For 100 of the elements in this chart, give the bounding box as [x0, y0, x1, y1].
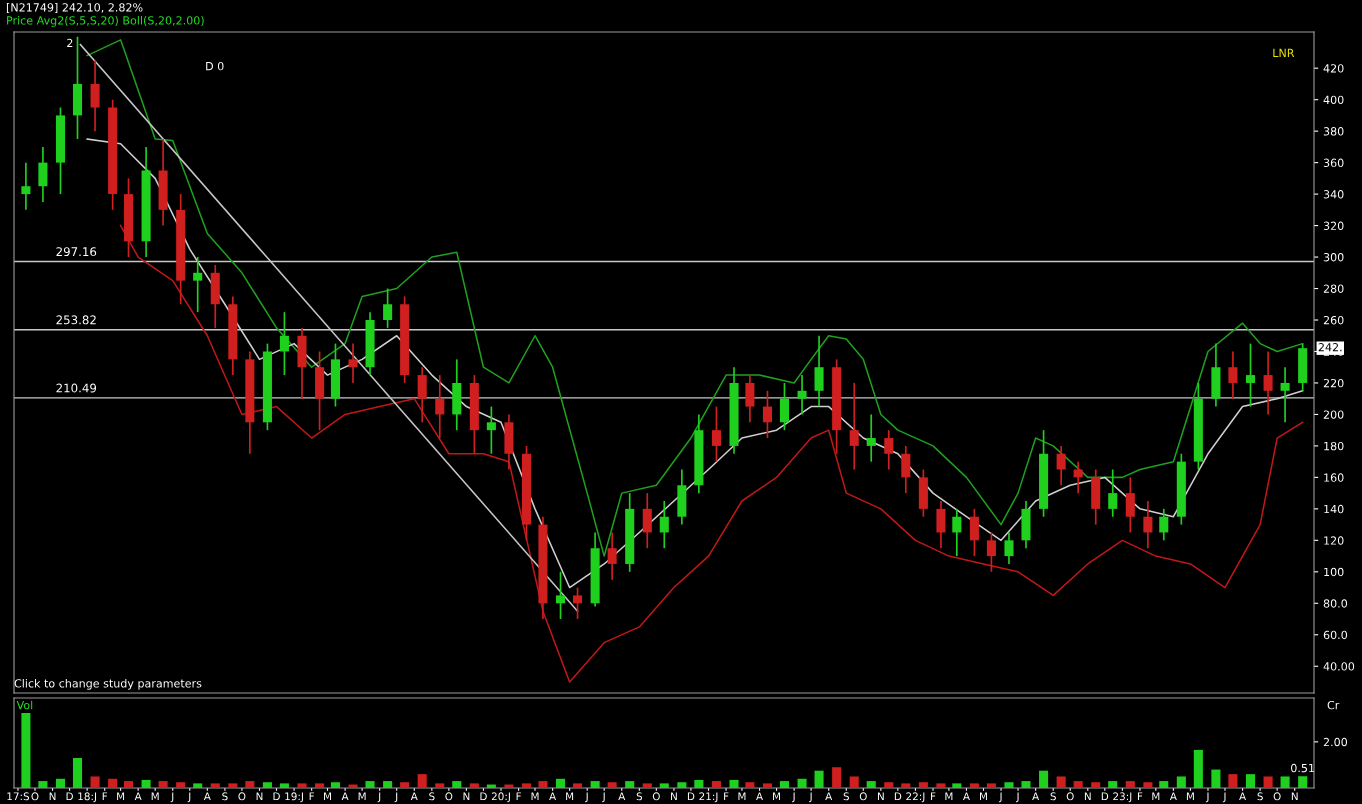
candlestick: [762, 389, 772, 439]
x-tick-label: O: [1273, 792, 1281, 801]
x-tick-label: A: [341, 792, 349, 801]
bar: [1298, 776, 1308, 788]
y-tick-label: 140: [1324, 504, 1344, 514]
x-tick-label: J: [602, 792, 605, 803]
x-tick-label: 17:S: [7, 792, 30, 801]
x-tick-label: S: [636, 792, 643, 801]
candlestick: [779, 382, 790, 432]
x-tick-label: D: [687, 792, 695, 801]
text: Cr: [1327, 700, 1340, 710]
x-tick-label: J: [1205, 792, 1209, 803]
bar: [625, 781, 635, 788]
x-tick-label: D: [66, 792, 73, 801]
x-tick-label: F: [1137, 792, 1143, 801]
bar: [1073, 781, 1083, 788]
x-tick-label: M: [738, 792, 746, 801]
bar: [228, 783, 238, 788]
bar: [297, 783, 307, 788]
bar: [1193, 749, 1203, 788]
x-tick-label: A: [1169, 792, 1177, 801]
bar: [642, 783, 652, 788]
x-tick-label: A: [825, 792, 833, 801]
y-tick-label: 180: [1324, 441, 1344, 451]
bar: [729, 779, 739, 788]
x-tick-label: S: [429, 792, 435, 801]
x-tick-label: F: [309, 792, 315, 801]
bar: [1039, 770, 1049, 788]
x-tick-label: N: [1291, 792, 1298, 801]
bar: [348, 784, 358, 788]
y-tick-label: 60.0: [1323, 630, 1348, 640]
candlestick: [901, 445, 911, 494]
bar: [659, 783, 669, 788]
bar: [210, 783, 220, 788]
candlestick: [797, 374, 807, 416]
x-tick-label: A: [962, 792, 970, 801]
bar: [969, 783, 979, 788]
bar: [1143, 782, 1153, 788]
bar: [832, 767, 842, 788]
candlestick: [745, 374, 755, 424]
x-tick-label: J: [585, 792, 588, 803]
candlestick: [279, 311, 289, 376]
x-tick-label: A: [1239, 792, 1247, 801]
x-tick-label: A: [549, 792, 557, 801]
candlestick: [383, 287, 393, 329]
bar: [176, 782, 186, 788]
x-tick-label: M: [358, 792, 366, 801]
bar: [315, 783, 325, 788]
bar: [814, 770, 824, 788]
bar: [469, 783, 479, 788]
y-tick-label: 160: [1324, 473, 1344, 482]
y-tick-label: 280: [1323, 284, 1344, 293]
bar: [38, 781, 48, 788]
x-tick-label: M: [151, 792, 159, 801]
candlestick: [986, 531, 996, 573]
ref-line-label: 297.16: [56, 247, 97, 257]
x-tick-label: O: [445, 792, 453, 801]
x-tick-label: O: [238, 792, 246, 801]
x-tick-label: A: [618, 792, 626, 801]
y-tick-label: 200: [1323, 410, 1344, 419]
candlestick: [1228, 350, 1238, 400]
x-tick-label: O: [652, 792, 660, 801]
x-tick-label: 22:J: [906, 792, 925, 803]
annotation: Vol: [16, 700, 33, 710]
bar: [797, 778, 807, 788]
annotation: 2: [67, 38, 73, 47]
bar: [1021, 781, 1031, 788]
bar: [711, 781, 721, 788]
bar: [123, 781, 134, 788]
candlestick: [1263, 350, 1273, 416]
x-tick-label: D: [273, 792, 280, 801]
bar: [245, 781, 255, 788]
x-tick-label: O: [859, 792, 867, 801]
x-tick-label: J: [394, 792, 398, 803]
bar: [1108, 781, 1118, 788]
x-tick-label: M: [566, 792, 574, 801]
x-tick-label: N: [877, 792, 884, 801]
x-tick-label: M: [117, 792, 125, 801]
x-tick-label: D: [894, 792, 902, 801]
x-tick-label: 18:J: [78, 792, 97, 803]
bar: [986, 783, 996, 788]
bar: [884, 782, 894, 788]
chart-subtitle: Price Avg2(S,5,S,20) Boll(S,20,2.00): [7, 16, 204, 27]
y-tick-label: 80.0: [1323, 599, 1348, 608]
x-tick-label: 20:J: [491, 792, 510, 803]
x-tick-label: N: [463, 792, 470, 801]
y-tick-label: 400: [1323, 95, 1344, 105]
bar: [1056, 776, 1066, 788]
bar: [90, 776, 100, 788]
bar: [590, 781, 600, 788]
bar: [677, 782, 687, 788]
x-tick-label: S: [1050, 792, 1056, 801]
y-tick-label: 100: [1324, 567, 1344, 577]
x-tick-label: J: [1222, 792, 1226, 803]
bar: [952, 783, 962, 788]
bar: [21, 713, 31, 788]
y-tick-label: 2.00: [1323, 737, 1348, 747]
bar: [141, 779, 151, 788]
x-tick-label: M: [531, 792, 539, 801]
x-tick-label: N: [256, 792, 263, 801]
